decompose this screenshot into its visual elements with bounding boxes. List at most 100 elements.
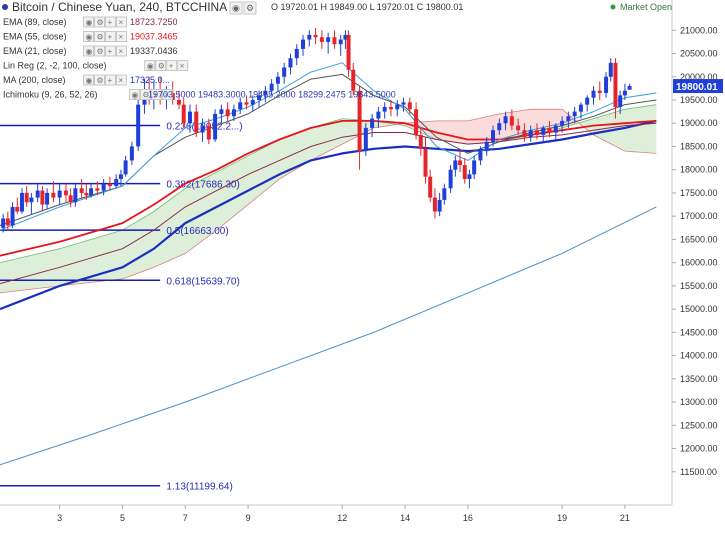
close-icon-btn-3[interactable] xyxy=(177,60,189,71)
series-line-ichimoku-5[interactable] xyxy=(0,62,657,231)
close-icon-btn-4[interactable] xyxy=(116,74,127,86)
legend-row-4[interactable]: MA (200, close) ◉ ⚙ + × 17325.0... xyxy=(3,74,170,86)
y-tick-label-15: 19000.00 xyxy=(680,118,718,128)
gear-icon: ⚙ xyxy=(97,76,104,85)
candle-88 xyxy=(503,111,508,131)
add-icon-btn-2[interactable] xyxy=(105,45,116,57)
last-price-background xyxy=(673,79,723,94)
add-icon-btn-5[interactable] xyxy=(150,89,162,100)
y-tick-label-16: 19500.00 xyxy=(680,95,718,105)
candle-body-78 xyxy=(448,169,453,189)
series-line-lin-4[interactable] xyxy=(0,206,657,466)
candle-body-62 xyxy=(357,90,362,152)
candle-103 xyxy=(597,81,602,100)
candle-70 xyxy=(407,97,412,114)
candle-19 xyxy=(101,179,106,196)
eye-icon-btn-3[interactable] xyxy=(144,60,156,71)
ohlc-readout: O 19720.01 H 19849.00 L 19720.01 C 19800… xyxy=(271,2,463,12)
header-settings-button[interactable]: ⚙ xyxy=(243,1,257,15)
candle-body-65 xyxy=(376,111,381,119)
candle-35 xyxy=(194,104,199,138)
candle-body-46 xyxy=(263,90,268,96)
candle-76 xyxy=(437,192,442,217)
candle-body-97 xyxy=(560,120,565,126)
candle-body-88 xyxy=(503,116,508,124)
x-tick-label-0: 3 xyxy=(57,513,62,523)
candle-56 xyxy=(326,32,331,54)
candle-50 xyxy=(288,53,293,75)
gear-icon: ⚙ xyxy=(158,62,165,71)
candle-body-53 xyxy=(307,34,312,40)
candle-body-72 xyxy=(418,134,423,149)
eye-icon-btn-5[interactable] xyxy=(128,89,140,100)
candle-41 xyxy=(231,104,236,121)
gear-icon-btn-3[interactable] xyxy=(155,60,167,71)
candle-body-69 xyxy=(401,102,406,105)
y-tick-label-7: 15000.00 xyxy=(680,304,718,314)
legend-row-5[interactable]: Ichimoku (9, 26, 52, 26) ◉ ⚙ + ×19703.5000 1… xyxy=(3,89,396,100)
close-icon-btn-0[interactable] xyxy=(116,16,127,28)
close-icon: × xyxy=(180,62,185,71)
close-icon-btn-5[interactable] xyxy=(161,89,173,100)
candle-body-80 xyxy=(458,160,463,166)
eye-icon-btn-1[interactable] xyxy=(83,31,94,42)
candle-body-48 xyxy=(275,76,280,84)
candle-body-13 xyxy=(68,195,73,203)
fib-label-3: 0.618(15639.70) xyxy=(166,276,239,287)
gear-icon-btn-2[interactable] xyxy=(94,45,105,57)
y-tick-label-5: 14000.00 xyxy=(680,351,718,361)
add-icon-btn-4[interactable] xyxy=(105,74,116,86)
candle-body-43 xyxy=(244,102,249,105)
candle-body-73 xyxy=(423,148,428,177)
gear-icon-btn-0[interactable] xyxy=(94,16,105,28)
candle-72 xyxy=(418,127,423,156)
candle-81 xyxy=(462,158,467,184)
legend-row-1[interactable]: EMA (55, close) ◉ ⚙ + × 19037.3465 xyxy=(3,31,178,42)
add-icon-btn-3[interactable] xyxy=(166,60,178,71)
candle-42 xyxy=(238,97,243,114)
candle-body-24 xyxy=(129,146,134,161)
candle-87 xyxy=(497,118,502,135)
candle-105 xyxy=(608,58,613,82)
candle-body-105 xyxy=(608,62,613,77)
eye-icon-btn-2[interactable] xyxy=(83,45,94,57)
legend-row-0[interactable]: EMA (89, close) ◉ ⚙ + × 18723.7250 xyxy=(3,16,178,28)
candle-body-52 xyxy=(301,39,306,49)
gear-icon-btn-4[interactable] xyxy=(94,74,105,86)
candle-body-25 xyxy=(136,104,141,147)
legend-row-2[interactable]: EMA (21, close) ◉ ⚙ + × 19337.0436 xyxy=(3,45,178,57)
header-eye-button[interactable]: ◉ xyxy=(229,1,243,15)
candle-36 xyxy=(200,118,205,142)
candle-44 xyxy=(250,95,255,112)
candle-body-34 xyxy=(187,111,192,124)
candle-65 xyxy=(376,106,381,128)
last-price-label: 19800.01 xyxy=(676,82,718,93)
add-icon-btn-1[interactable] xyxy=(105,31,116,42)
eye-icon-btn-0[interactable] xyxy=(83,16,94,28)
close-icon-btn-1[interactable] xyxy=(116,31,127,42)
candle-body-4 xyxy=(19,192,24,212)
candle-15 xyxy=(79,179,84,198)
gear-icon-btn-5[interactable] xyxy=(139,89,151,100)
add-icon-btn-0[interactable] xyxy=(105,16,116,28)
candle-74 xyxy=(428,169,433,203)
y-tick-label-19: 21000.00 xyxy=(680,25,718,35)
legend-row-3[interactable]: Lin Reg (2, -2, 100, close) ◉ ⚙ + × xyxy=(3,60,189,71)
candle-body-107 xyxy=(618,95,623,107)
candle-106 xyxy=(613,58,618,119)
gear-icon: ⚙ xyxy=(246,3,254,13)
candle-body-55 xyxy=(319,37,324,42)
close-icon-btn-2[interactable] xyxy=(116,45,127,57)
candle-0 xyxy=(1,213,6,233)
add-icon: + xyxy=(169,62,174,71)
candle-body-93 xyxy=(534,130,539,135)
symbol-title[interactable]: Bitcoin / Chinese Yuan, 240, BTCCHINA xyxy=(12,0,227,14)
eye-icon-btn-4[interactable] xyxy=(83,74,94,86)
candle-21 xyxy=(114,174,119,189)
candle-body-106 xyxy=(613,62,618,107)
candle-body-38 xyxy=(213,113,218,140)
candle-33 xyxy=(181,97,186,128)
gear-icon-btn-1[interactable] xyxy=(94,31,105,42)
candle-body-54 xyxy=(313,34,318,38)
